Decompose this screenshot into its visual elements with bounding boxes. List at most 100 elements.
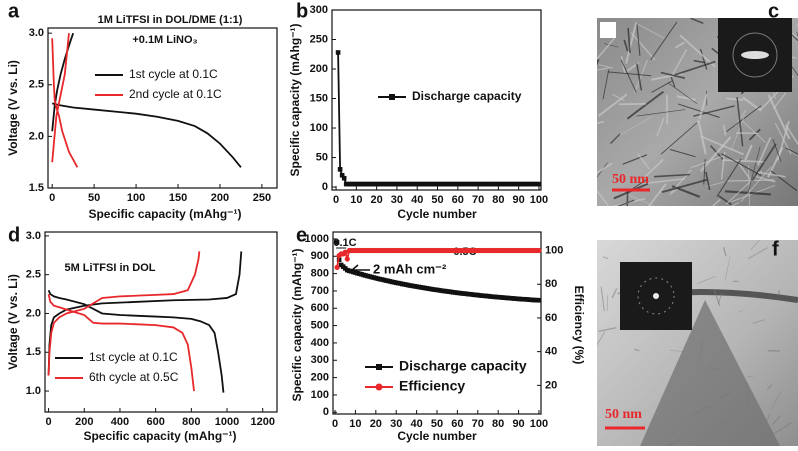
panel-label: a: [8, 0, 20, 22]
point: [335, 240, 340, 245]
y-tick-label: 200: [311, 372, 329, 384]
annotation: 2 mAh cm⁻²: [373, 261, 447, 276]
x-tick-label: 80: [492, 194, 504, 206]
y-tick-label: 50: [316, 151, 328, 163]
y-tick-label: 2.5: [29, 79, 44, 91]
x-tick-label: 100: [530, 194, 548, 206]
legend-marker: [376, 364, 382, 370]
y-tick-label: 200: [310, 63, 328, 75]
y-tick-label: 1.0: [26, 385, 41, 397]
y-tick-label: 3.0: [29, 27, 44, 39]
x-tick-label: 40: [411, 194, 423, 206]
annotation: 1M LiTFSI in DOL/DME (1:1): [98, 14, 243, 26]
x-tick-label: 0: [46, 416, 52, 428]
y2-tick-label: 80: [545, 278, 557, 290]
x-tick-label: 1000: [215, 416, 239, 428]
y2-axis-title: Efficiency (%): [572, 286, 586, 365]
y-axis-title: Specific capacity (mAhg⁻¹): [288, 23, 302, 176]
y-tick-label: 0: [323, 406, 329, 418]
marker-square: [600, 22, 616, 38]
legend-label: 1st cycle at 0.1C: [129, 67, 218, 81]
y-tick-label: 250: [310, 33, 328, 45]
x-tick-label: 1200: [250, 416, 274, 428]
x-axis-title: Specific capacity (mAhg⁻¹): [88, 207, 241, 221]
legend-marker: [376, 384, 383, 391]
x-tick-label: 70: [472, 418, 484, 430]
x-tick-label: 150: [169, 192, 187, 204]
y-tick-label: 700: [311, 285, 329, 297]
legend-label: 6th cycle at 0.5C: [89, 370, 179, 384]
y-tick-label: 500: [311, 320, 329, 332]
x-tick-label: 10: [350, 194, 362, 206]
x-tick-label: 30: [391, 194, 403, 206]
texture-stroke: [619, 104, 646, 105]
point: [342, 176, 347, 181]
scale-bar-label: 50 nm: [605, 407, 642, 422]
texture-stroke: [585, 59, 599, 93]
x-tick-label: 60: [452, 194, 464, 206]
series-line: [338, 52, 539, 184]
texture-stroke: [748, 390, 749, 408]
y-tick-label: 800: [311, 268, 329, 280]
x-tick-label: 100: [530, 418, 548, 430]
y2-tick-label: 20: [545, 379, 557, 391]
x-tick-label: 20: [370, 418, 382, 430]
y-tick-label: 100: [310, 122, 328, 134]
x-tick-label: 60: [451, 418, 463, 430]
x-tick-label: 0: [332, 418, 338, 430]
point: [334, 265, 339, 270]
y-tick-label: 600: [311, 302, 329, 314]
x-tick-label: 70: [472, 194, 484, 206]
x-axis-title: Cycle number: [397, 207, 477, 221]
point: [536, 248, 541, 253]
point: [336, 50, 341, 55]
y2-tick-label: 100: [545, 244, 563, 256]
y-tick-label: 300: [311, 354, 329, 366]
point: [338, 167, 343, 172]
legend-marker: [389, 94, 395, 100]
diffraction-spot: [653, 293, 659, 299]
scale-bar-label: 50 nm: [612, 172, 649, 187]
y2-tick-label: 60: [545, 312, 557, 324]
annotation: 5M LiTFSI in DOL: [64, 262, 155, 274]
x-tick-label: 80: [492, 418, 504, 430]
y-tick-label: 1.5: [26, 346, 41, 358]
diffraction-spot: [741, 51, 769, 59]
x-axis-title: Cycle number: [397, 429, 477, 443]
x-tick-label: 400: [111, 416, 129, 428]
y-tick-label: 2.0: [29, 130, 44, 142]
x-tick-label: 10: [349, 418, 361, 430]
x-tick-label: 600: [146, 416, 164, 428]
legend-label: 1st cycle at 0.1C: [89, 350, 178, 364]
texture-stroke: [587, 175, 598, 180]
x-tick-label: 0: [49, 192, 55, 204]
x-axis-title: Specific capacity (mAhg⁻¹): [83, 429, 236, 443]
annotation: +0.1M LiNO₃: [132, 34, 197, 46]
legend-label: 2nd cycle at 0.1C: [129, 87, 222, 101]
y-tick-label: 3.0: [26, 230, 41, 242]
x-tick-label: 200: [211, 192, 229, 204]
legend-label: Discharge capacity: [412, 89, 522, 103]
point: [537, 298, 542, 303]
x-tick-label: 20: [371, 194, 383, 206]
y-axis-title: Voltage (V vs. Li): [6, 60, 20, 156]
y-tick-label: 1.5: [29, 182, 44, 194]
x-tick-label: 50: [431, 194, 443, 206]
panel-label: d: [8, 224, 20, 246]
x-tick-label: 100: [127, 192, 145, 204]
y-tick-label: 100: [311, 389, 329, 401]
panel-label: f: [772, 238, 779, 260]
x-tick-label: 50: [88, 192, 100, 204]
y-tick-label: 1000: [305, 233, 329, 245]
x-tick-label: 800: [182, 416, 200, 428]
y-tick-label: 300: [310, 4, 328, 16]
y2-tick-label: 40: [545, 346, 557, 358]
x-tick-label: 90: [512, 418, 524, 430]
panel-label: b: [296, 0, 308, 22]
panel-label: c: [768, 0, 779, 22]
point: [345, 256, 350, 261]
plot-frame: [45, 232, 277, 412]
x-tick-label: 50: [431, 418, 443, 430]
x-tick-label: 30: [390, 418, 402, 430]
y-tick-label: 0: [322, 181, 328, 193]
